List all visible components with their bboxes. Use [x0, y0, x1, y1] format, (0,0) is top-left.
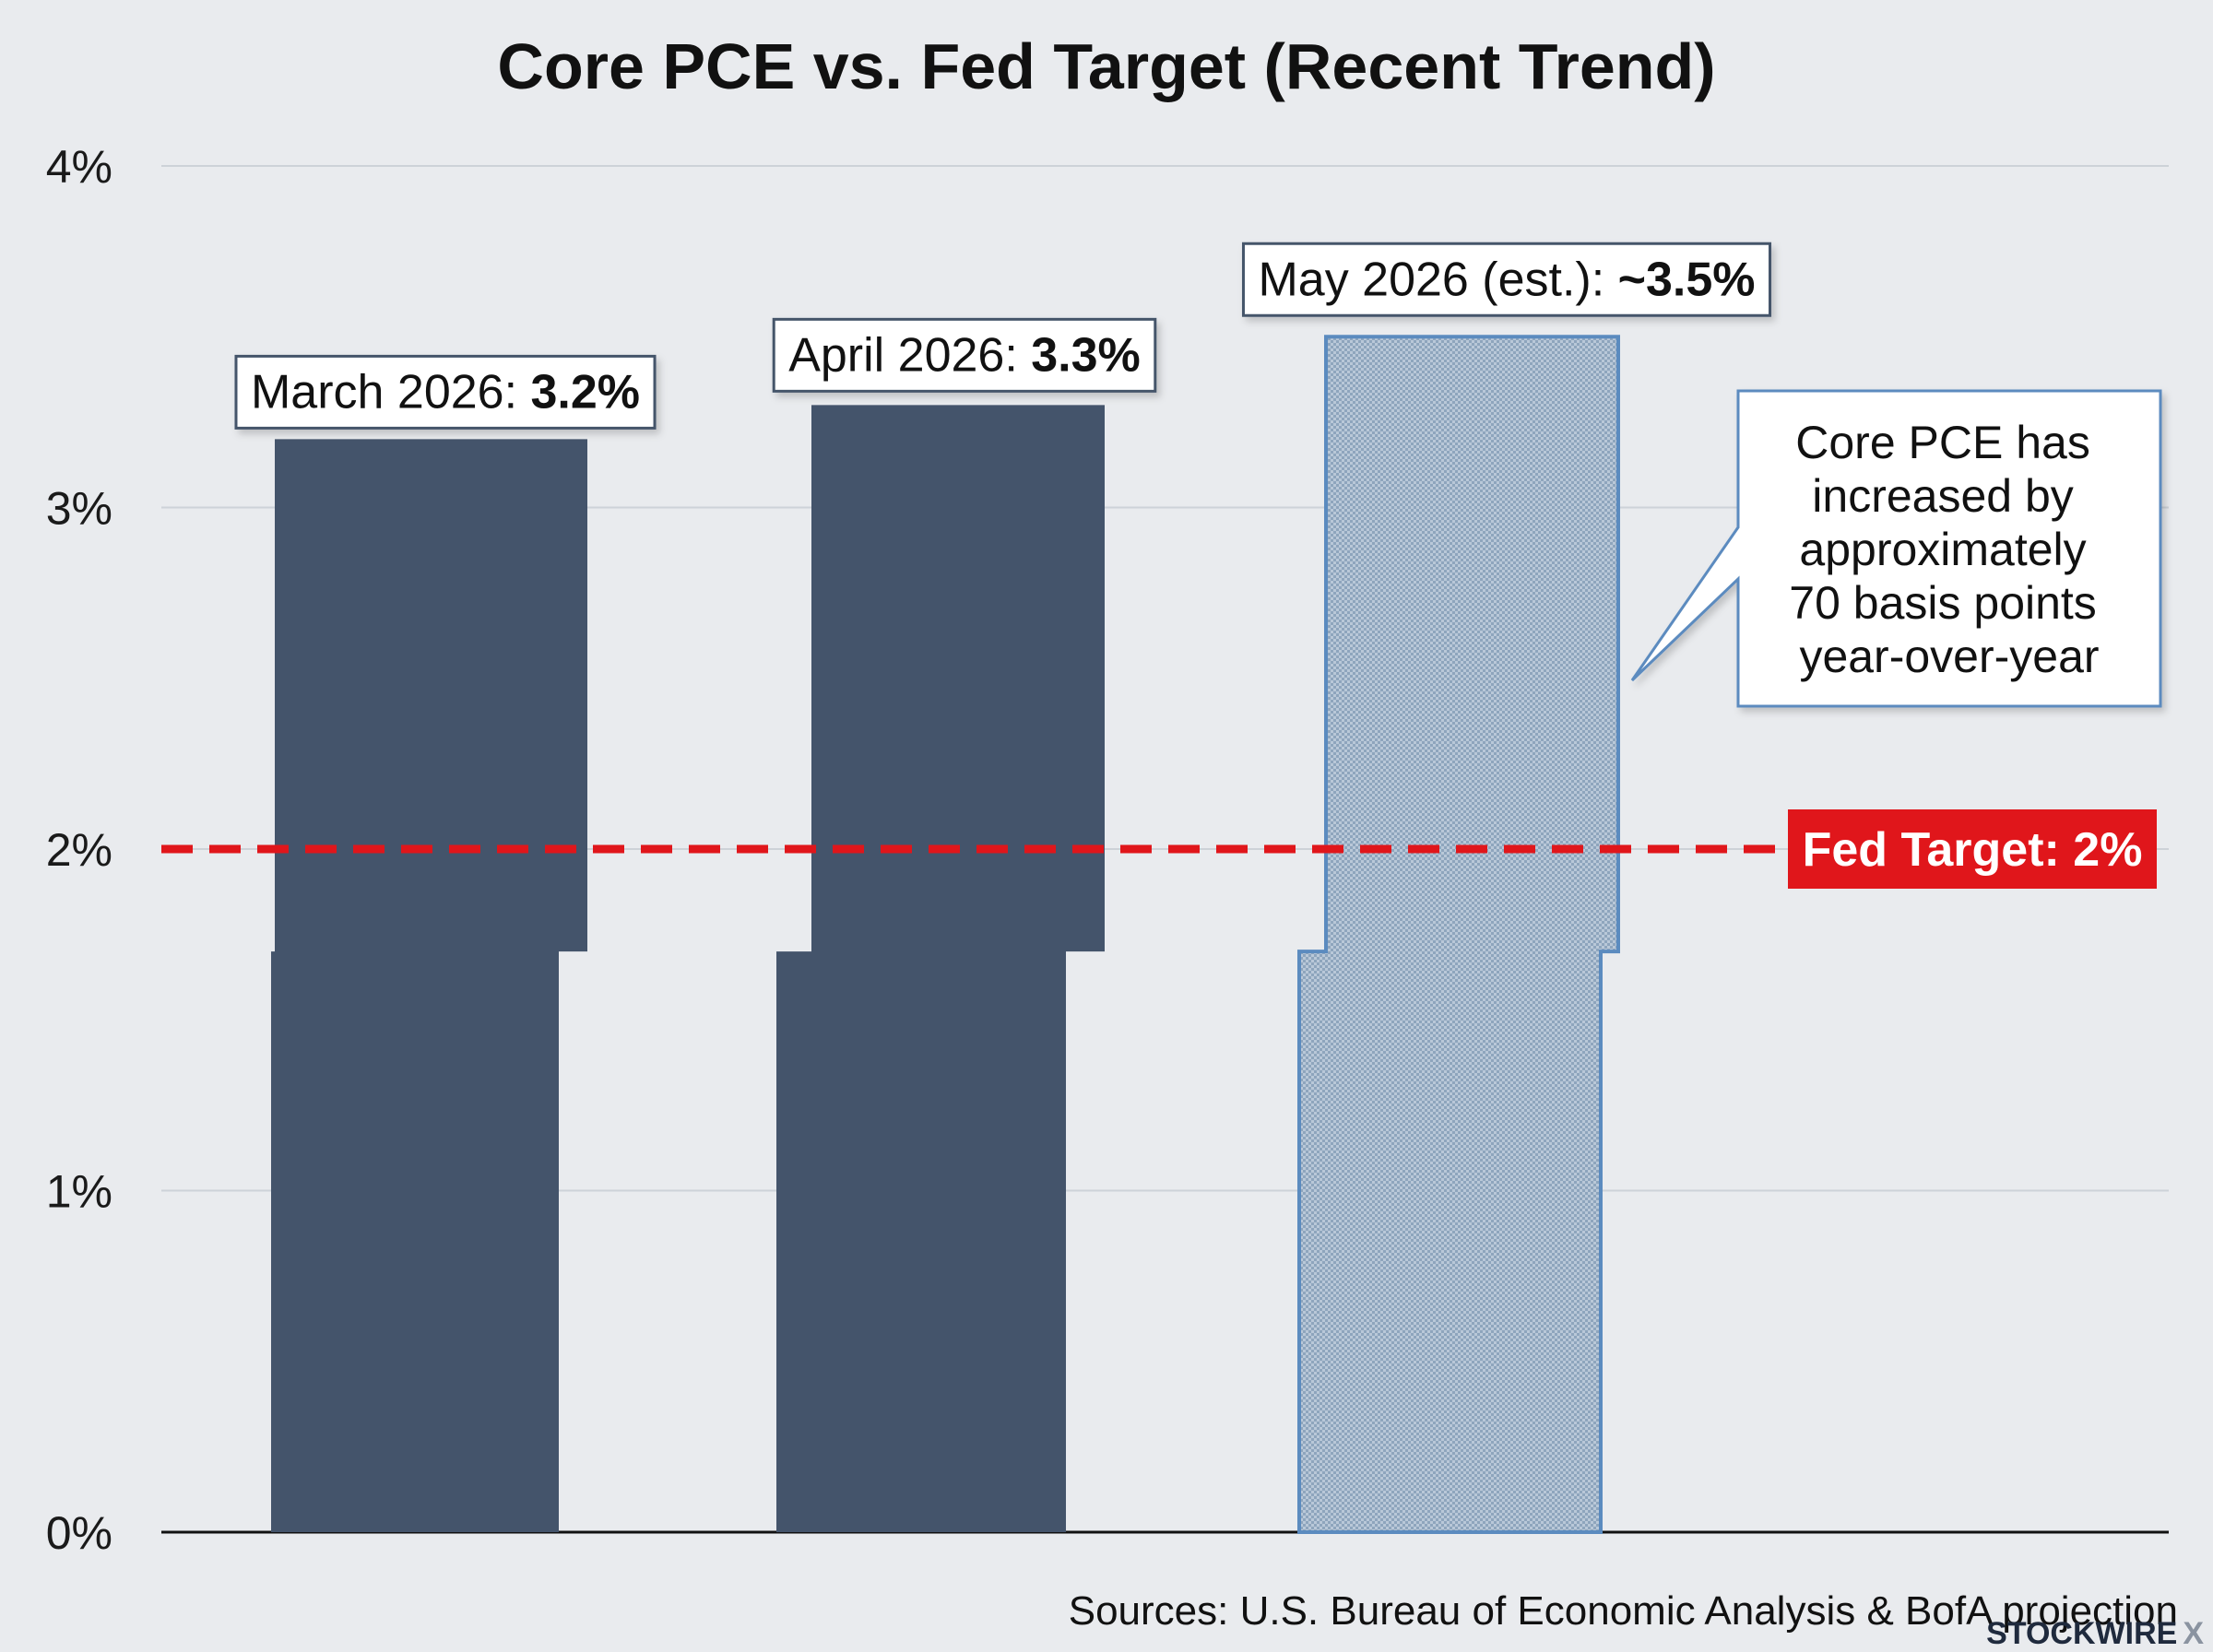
data-label-value: 3.2%	[530, 365, 640, 419]
data-label-box	[234, 354, 657, 430]
data-label-category: April 2026:	[788, 328, 1031, 382]
annotation-box	[1630, 389, 2162, 708]
bar-estimate	[1297, 335, 1620, 1534]
y-axis-ticks: 0% 1% 2% 3% 4%	[46, 141, 112, 1559]
data-label-box	[1241, 242, 1772, 317]
data-label: April 2026: 3.3%	[772, 317, 1157, 393]
annotation-line: 70 basis points	[1789, 577, 2097, 629]
fed-target-line: Fed Target: 2%	[161, 809, 2157, 889]
data-label-text: April 2026: 3.3%	[788, 328, 1141, 382]
data-label: May 2026 (est.): ~3.5%	[1241, 242, 1772, 317]
data-label: March 2026: 3.2%	[234, 354, 657, 430]
y-tick-label: 2%	[46, 824, 112, 876]
data-label-value: 3.3%	[1031, 328, 1141, 382]
annotation-line: year-over-year	[1799, 631, 2099, 682]
data-label-category: March 2026:	[251, 365, 531, 419]
fed-target-label-box	[1788, 809, 2157, 889]
annotation-line: Core PCE has	[1795, 417, 2090, 468]
annotation-callout: Core PCE has increased by approximately …	[1630, 389, 2162, 708]
data-label-text: March 2026: 3.2%	[251, 365, 640, 419]
bar	[271, 439, 587, 1532]
y-tick-label: 1%	[46, 1166, 112, 1218]
data-label-category: May 2026 (est.):	[1258, 253, 1617, 306]
data-label-text: May 2026 (est.): ~3.5%	[1258, 253, 1755, 306]
annotation-line: approximately	[1799, 524, 2086, 575]
fed-target-label: Fed Target: 2%	[1803, 823, 2143, 877]
y-tick-label: 4%	[46, 141, 112, 193]
annotation-line: increased by	[1812, 470, 2074, 522]
data-label-value: ~3.5%	[1618, 253, 1756, 306]
bars	[271, 335, 1620, 1534]
chart-title: Core PCE vs. Fed Target (Recent Trend)	[497, 30, 1715, 102]
source-note: Sources: U.S. Bureau of Economic Analysi…	[1069, 1588, 2178, 1634]
data-labels: March 2026: 3.2% April 2026: 3.3% May 2026…	[234, 242, 1772, 430]
data-label-box	[772, 317, 1157, 393]
y-tick-label: 0%	[46, 1507, 112, 1559]
svg-text:Core PCE has increased b: Core PCE has increased by approximately …	[1789, 417, 2109, 682]
brand-logo: STOCKWIRE X	[1986, 1616, 2204, 1651]
y-tick-label: 3%	[46, 483, 112, 535]
bar	[776, 405, 1105, 1533]
